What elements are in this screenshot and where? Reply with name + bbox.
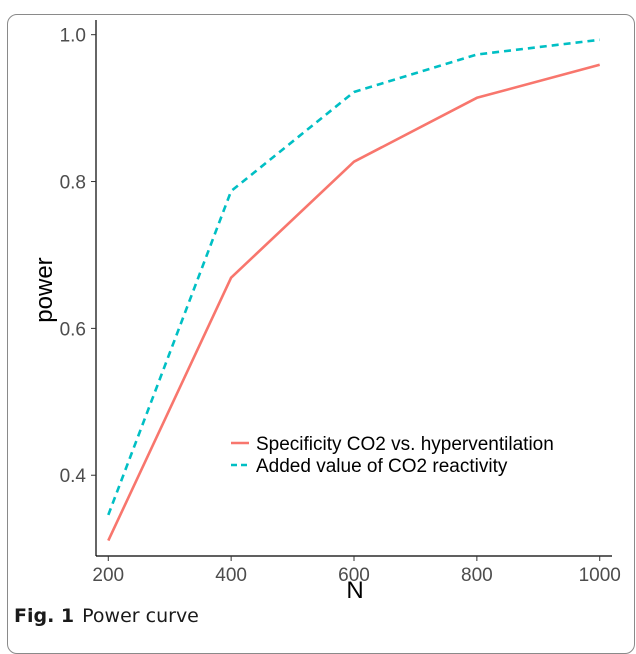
figure-label: Fig. 1: [14, 605, 75, 627]
x-tick-label: 600: [338, 565, 370, 586]
caption-text: Power curve: [82, 605, 199, 627]
power-chart: 200 400 600 800 1000 0.4 0.6 0.8 1.0 Specificity…: [31, 20, 621, 600]
x-axis-label: N: [346, 577, 363, 600]
figure-caption: Fig. 1 Power curve: [14, 605, 199, 627]
x-tick-label: 1000: [579, 565, 621, 586]
y-tick-label: 0.6: [60, 319, 86, 340]
series-line-2: [107, 38, 600, 516]
y-axis-label: power: [31, 257, 58, 322]
x-tick-label: 800: [461, 565, 493, 586]
y-tick-label: 0.8: [60, 173, 86, 194]
series-line-1: [107, 63, 601, 542]
y-tick-label: 0.4: [60, 466, 87, 487]
chart-legend: Specificity CO2 vs. hyperventilationAdde…: [231, 434, 554, 477]
chart-series: [107, 38, 601, 542]
x-tick-label: 400: [215, 565, 247, 586]
legend-label-2: Added value of CO2 reactivity: [256, 456, 508, 477]
legend-label-1: Specificity CO2 vs. hyperventilation: [256, 434, 554, 455]
x-tick-label: 200: [92, 565, 124, 586]
y-tick-label: 1.0: [60, 26, 86, 47]
chart-axes: 200 400 600 800 1000 0.4 0.6 0.8 1.0: [60, 20, 621, 586]
